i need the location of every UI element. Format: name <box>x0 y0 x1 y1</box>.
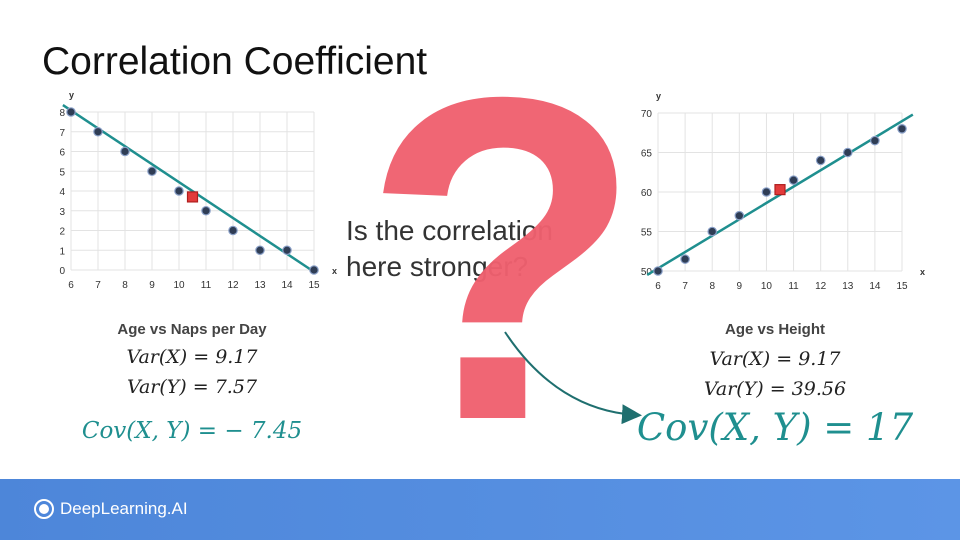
trend-line <box>62 104 312 272</box>
y-tick-label: 70 <box>641 109 653 120</box>
x-tick-label: 8 <box>709 281 715 292</box>
y-tick-label: 1 <box>59 246 65 257</box>
data-point <box>201 205 211 216</box>
x-tick-label: 14 <box>869 281 881 292</box>
left-var-x: Var(X) = 9.17 <box>126 346 258 368</box>
x-tick-label: 13 <box>842 281 854 292</box>
data-point <box>66 107 76 117</box>
x-tick-label: 12 <box>815 281 827 292</box>
x-tick-label: 7 <box>682 281 688 292</box>
footer-bar: DeepLearning.AI <box>0 479 960 540</box>
question-mark-graphic: ? <box>362 3 643 516</box>
right-covariance: Cov(X, Y) = 17 <box>636 406 914 449</box>
x-tick-label: 15 <box>896 281 908 292</box>
x-tick-label: 10 <box>761 281 773 292</box>
y-axis-label: y <box>656 91 661 101</box>
y-tick-label: 65 <box>641 149 653 160</box>
data-point <box>815 155 826 166</box>
data-point <box>282 245 292 256</box>
right-var-y: Var(Y) = 39.56 <box>703 378 847 400</box>
x-tick-label: 7 <box>95 280 101 291</box>
data-point <box>255 245 265 256</box>
left-chart-caption: Age vs Naps per Day <box>117 321 267 338</box>
x-tick-label: 9 <box>149 280 155 291</box>
right-chart-caption: Age vs Height <box>724 321 826 338</box>
brand-name: DeepLearning.AI <box>60 499 188 518</box>
data-point <box>309 265 319 275</box>
right-var-x: Var(X) = 9.17 <box>709 348 841 370</box>
left-var-y: Var(Y) = 7.57 <box>126 376 258 398</box>
brand: DeepLearning.AI <box>34 499 188 519</box>
y-tick-label: 55 <box>641 228 653 239</box>
y-tick-label: 2 <box>59 227 65 238</box>
data-point <box>93 126 103 137</box>
y-tick-label: 7 <box>59 128 65 139</box>
data-point <box>842 147 853 158</box>
data-point <box>897 123 907 134</box>
y-tick-label: 60 <box>641 188 653 199</box>
slide-title: Correlation Coefficient <box>42 40 428 83</box>
y-tick-label: 6 <box>59 148 65 159</box>
mean-point-marker <box>774 184 786 196</box>
x-tick-label: 11 <box>788 281 799 292</box>
x-tick-label: 8 <box>122 280 128 291</box>
x-axis-label: x <box>920 267 925 277</box>
data-point <box>653 266 663 276</box>
y-tick-label: 8 <box>59 108 65 119</box>
y-tick-label: 0 <box>59 266 65 277</box>
data-point <box>228 225 238 236</box>
data-point <box>174 186 184 196</box>
x-axis-label: x <box>332 266 337 276</box>
y-tick-label: 4 <box>59 187 65 198</box>
question-text: Is the correlation here stronger? <box>346 215 553 282</box>
y-axis-label: y <box>69 90 74 100</box>
x-tick-label: 6 <box>68 280 74 291</box>
y-tick-label: 50 <box>641 267 653 278</box>
data-point <box>680 254 690 264</box>
y-tick-label: 3 <box>59 207 65 218</box>
x-tick-label: 10 <box>173 280 185 291</box>
data-point <box>147 166 157 177</box>
x-tick-label: 13 <box>254 280 266 291</box>
x-tick-label: 6 <box>655 281 661 292</box>
chart-age-vs-height: 6 7 8 9 10 11 12 13 14 15 50 55 60 65 70 x y <box>641 91 925 292</box>
data-point <box>761 187 772 197</box>
x-tick-label: 9 <box>737 281 743 292</box>
y-tick-label: 5 <box>59 167 65 178</box>
x-tick-label: 12 <box>227 280 239 291</box>
mean-point-marker <box>186 191 199 203</box>
data-point <box>734 210 745 221</box>
data-point <box>788 175 799 185</box>
data-point <box>120 146 130 157</box>
x-tick-label: 11 <box>201 280 212 291</box>
data-point <box>707 226 718 237</box>
x-tick-label: 15 <box>308 280 320 291</box>
left-covariance: Cov(X, Y) = − 7.45 <box>81 418 303 444</box>
data-point <box>870 135 880 146</box>
deeplearning-logo-icon <box>34 499 54 519</box>
x-tick-label: 14 <box>281 280 293 291</box>
